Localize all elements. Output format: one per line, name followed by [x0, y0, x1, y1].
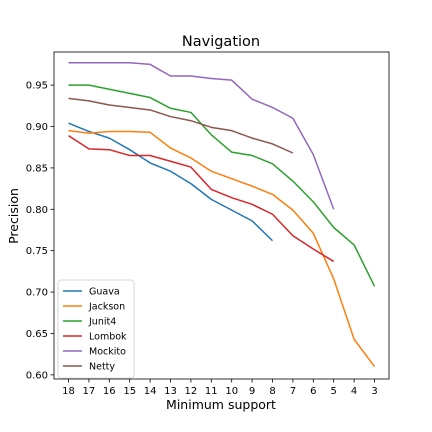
x-tick-label: 17	[83, 386, 96, 397]
y-axis-label: Precision	[6, 188, 21, 244]
x-tick-label: 8	[269, 386, 275, 397]
x-axis: 18 17 16 15 14 13 12 11 10 9 8 7 6 5 4 3	[62, 379, 378, 397]
y-tick-label: 0.80	[26, 205, 48, 216]
legend-entry: Mockito	[89, 347, 126, 358]
x-tick-label: 12	[185, 386, 198, 397]
y-tick-label: 0.70	[26, 288, 48, 299]
legend-entry: Netty	[89, 362, 115, 373]
y-tick-label: 0.90	[26, 122, 48, 133]
legend-entry: Guava	[89, 287, 120, 298]
y-tick-label: 0.85	[26, 163, 48, 174]
legend: Guava Jackson Junit4 Lombok Mockito Netty	[57, 279, 135, 379]
series-line-mockito	[68, 62, 335, 210]
x-tick-label: 3	[371, 386, 377, 397]
y-tick-label: 0.75	[26, 246, 48, 257]
x-tick-label: 9	[249, 386, 255, 397]
x-tick-label: 15	[123, 386, 136, 397]
x-tick-label: 18	[62, 386, 75, 397]
plot-area	[53, 51, 390, 380]
x-tick-label: 11	[205, 386, 218, 397]
y-tick-label: 0.60	[26, 370, 48, 381]
x-tick-label: 7	[290, 386, 296, 397]
x-axis-label: Minimum support	[166, 397, 276, 412]
chart-title: Navigation	[182, 34, 260, 50]
series-line-junit4	[68, 84, 376, 287]
x-tick-label: 16	[103, 386, 116, 397]
x-tick-label: 4	[351, 386, 357, 397]
legend-entry: Lombok	[89, 332, 127, 343]
series-line-lombok	[68, 134, 335, 263]
y-tick-label: 0.65	[26, 329, 48, 340]
y-tick-label: 0.95	[26, 81, 48, 92]
x-tick-label: 13	[164, 386, 177, 397]
legend-entry: Junit4	[88, 317, 116, 328]
x-tick-label: 6	[310, 386, 316, 397]
x-tick-label: 10	[225, 386, 238, 397]
plot-frame	[53, 51, 390, 380]
legend-box	[57, 279, 135, 379]
x-tick-label: 14	[144, 386, 157, 397]
y-axis: 0.60 0.65 0.70 0.75 0.80 0.85 0.90 0.95	[26, 81, 54, 381]
series-line-netty	[68, 97, 294, 154]
x-tick-label: 5	[331, 386, 337, 397]
series-line-guava	[68, 122, 274, 242]
legend-entry: Jackson	[88, 302, 125, 313]
